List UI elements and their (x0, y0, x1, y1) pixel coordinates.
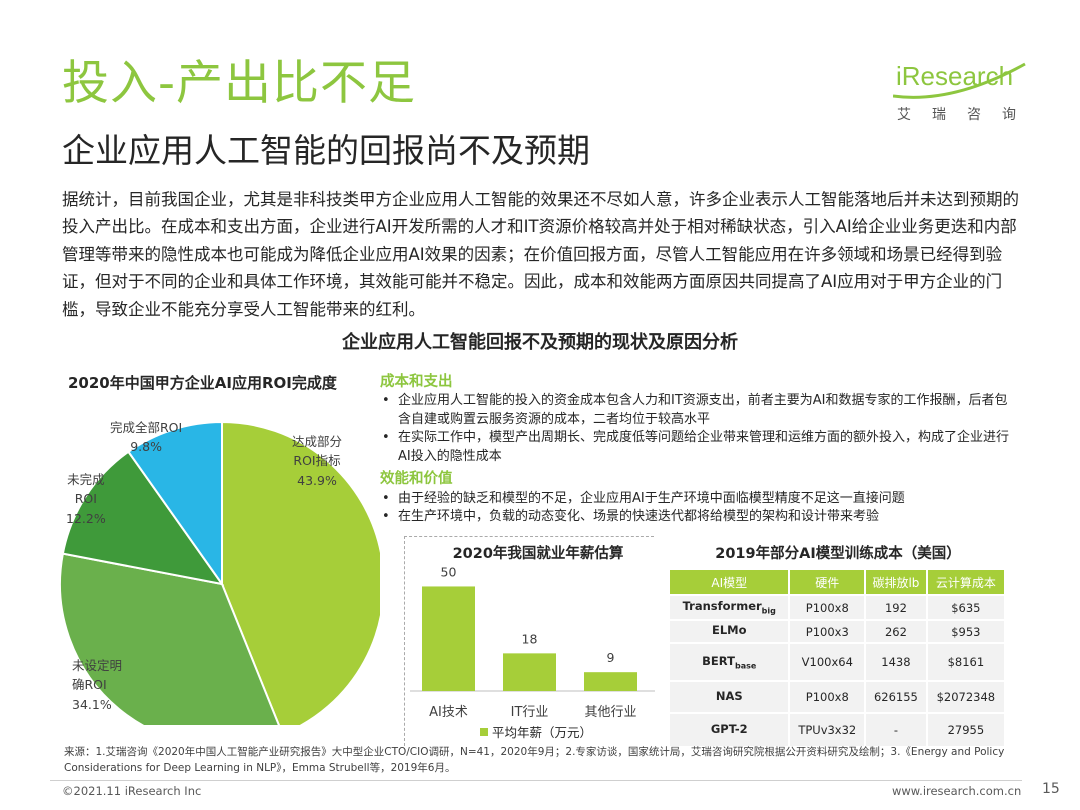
hardware-cell: P100x8 (790, 596, 865, 619)
pie-slice-1 (60, 552, 280, 725)
model-cell: GPT-2 (670, 714, 789, 746)
pie-label-text: ROI指标 (293, 453, 341, 469)
list-item: 在生产环境中，负载的动态变化、场景的快速迭代都将给模型的架构和设计带来考验 (380, 508, 1020, 527)
bar-category-label: AI技术 (429, 705, 468, 720)
roi-pie-chart (60, 420, 380, 725)
bar-legend: 平均年薪（万元） (480, 722, 592, 741)
table-row: GPT-2 TPUv3x32 - 27955 (670, 714, 1004, 746)
pie-label-unset: 未设定明 确ROI 34.1% (72, 656, 122, 714)
intro-paragraph: 据统计，目前我国企业，尤其是非科技类甲方企业应用人工智能的效果还不尽如人意，许多… (62, 190, 1019, 319)
cost-cell: 27955 (927, 714, 1004, 746)
hardware-cell: V100x64 (790, 644, 865, 680)
cost-heading: 成本和支出 (380, 374, 453, 390)
column-header: 碳排放lb (866, 570, 926, 594)
pie-chart-title: 2020年中国甲方企业AI应用ROI完成度 (68, 374, 337, 392)
pie-label-text: 确ROI (72, 677, 107, 693)
page-title: 投入-产出比不足 (62, 56, 416, 111)
table-row: ELMo P100x3 262 $953 (670, 621, 1004, 642)
model-cell: NAS (670, 682, 789, 712)
pie-slice-3 (127, 420, 223, 588)
bar-2 (584, 672, 637, 691)
training-cost-table: AI模型 硬件 碳排放lb 云计算成本 Transformerbig P100x… (668, 568, 1006, 748)
table-header-row: AI模型 硬件 碳排放lb 云计算成本 (670, 570, 1004, 594)
pie-slice-0 (221, 420, 380, 725)
dashed-frame (404, 536, 654, 746)
pie-label-text: 达成部分 (292, 434, 343, 449)
hardware-cell: TPUv3x32 (790, 714, 865, 746)
model-cell: ELMo (670, 621, 789, 642)
legend-swatch (480, 728, 488, 736)
pie-label-text: 未完成 (67, 472, 105, 487)
pie-label-value: 9.8% (130, 439, 162, 455)
analysis-block: 成本和支出 企业应用人工智能的投入的资金成本包含人力和IT资源支出，前者主要为A… (380, 372, 1020, 527)
column-header: AI模型 (670, 570, 789, 594)
bar-0 (422, 586, 475, 691)
pie-label-incomplete: 未完成 ROI 12.2% (66, 470, 106, 528)
bar-category-label: 其他行业 (584, 705, 636, 720)
cost-cell: $635 (927, 596, 1004, 619)
model-name: NAS (715, 688, 743, 703)
pie-label-text: ROI (74, 491, 97, 507)
page-number: 15 (1042, 781, 1060, 797)
logo-swoosh-icon (893, 62, 1026, 99)
list-item: 在实际工作中，模型产出周期长、完成度低等问题给企业带来管理和运维方面的额外投入，… (380, 429, 1020, 466)
carbon-cell: - (866, 714, 926, 746)
model-cell: Transformerbig (670, 596, 789, 619)
cost-cell: $953 (927, 621, 1004, 642)
bar-1 (503, 653, 556, 691)
cost-list: 企业应用人工智能的投入的资金成本包含人力和IT资源支出，前者主要为AI和数据专家… (380, 392, 1020, 466)
pie-label-text: 完成全部ROI (110, 420, 183, 435)
footer-divider (50, 780, 1022, 781)
table-row: NAS P100x8 626155 $2072348 (670, 682, 1004, 712)
pie-label-value: 43.9% (297, 472, 337, 488)
value-list: 由于经验的缺乏和模型的不足，企业应用AI于生产环境中面临模型精度不足这一直接问题… (380, 490, 1020, 527)
carbon-cell: 262 (866, 621, 926, 642)
model-name: Transformer (682, 599, 762, 614)
table-title: 2019年部分AI模型训练成本（美国） (715, 546, 961, 562)
list-item: 企业应用人工智能的投入的资金成本包含人力和IT资源支出，前者主要为AI和数据专家… (380, 392, 1020, 429)
pie-label-value: 34.1% (72, 696, 112, 712)
model-name: GPT-2 (710, 721, 748, 736)
iresearch-logo: iResearch 艾瑞咨询 (893, 60, 1033, 130)
cost-cell: $8161 (927, 644, 1004, 680)
hardware-cell: P100x8 (790, 682, 865, 712)
website-link[interactable]: www.iresearch.com.cn (892, 784, 1022, 798)
pie-slice-2 (61, 450, 225, 586)
model-cell: BERTbase (670, 644, 789, 680)
list-item: 由于经验的缺乏和模型的不足，企业应用AI于生产环境中面临模型精度不足这一直接问题 (380, 490, 1020, 509)
model-subscript: big (761, 606, 776, 616)
copyright: ©2021.11 iResearch Inc (62, 784, 202, 798)
table-row: BERTbase V100x64 1438 $8161 (670, 644, 1004, 680)
column-header: 硬件 (790, 570, 865, 594)
salary-bar-chart: 50 AI技术 18 IT行业 9 其他行业 (410, 564, 655, 720)
logo-subtitle: 艾瑞咨询 (897, 107, 1037, 123)
logo-wordmark: iResearch (896, 61, 1014, 91)
model-name: BERT (702, 653, 735, 668)
value-heading: 效能和价值 (380, 471, 453, 488)
table-row: Transformerbig P100x8 192 $635 (670, 596, 1004, 619)
model-subscript: base (734, 661, 757, 671)
carbon-cell: 192 (866, 596, 926, 619)
bar-category-label: IT行业 (511, 705, 549, 720)
pie-label-text: 未设定明 (72, 658, 123, 673)
carbon-cell: 1438 (866, 644, 926, 680)
carbon-cell: 626155 (866, 682, 926, 712)
page-subtitle: 企业应用人工智能的回报尚不及预期 (62, 131, 590, 170)
pie-label-value: 12.2% (66, 510, 106, 526)
legend-label: 平均年薪（万元） (492, 725, 593, 740)
bar-value-label: 9 (607, 650, 615, 665)
bar-value-label: 50 (441, 564, 457, 579)
bar-chart-title: 2020年我国就业年薪估算 (452, 546, 624, 562)
section-title: 企业应用人工智能回报不及预期的现状及原因分析 (342, 332, 738, 353)
cost-cell: $2072348 (927, 682, 1004, 712)
bar-value-label: 18 (522, 631, 538, 646)
pie-label-partial: 达成部分 ROI指标 43.9% (292, 432, 342, 490)
hardware-cell: P100x3 (790, 621, 865, 642)
model-name: ELMo (711, 623, 747, 638)
source-note: 来源：1.艾瑞咨询《2020年中国人工智能产业研究报告》大中型企业CTO/CIO… (64, 746, 1005, 774)
column-header: 云计算成本 (927, 570, 1004, 594)
pie-label-complete: 完成全部ROI 9.8% (110, 418, 182, 457)
